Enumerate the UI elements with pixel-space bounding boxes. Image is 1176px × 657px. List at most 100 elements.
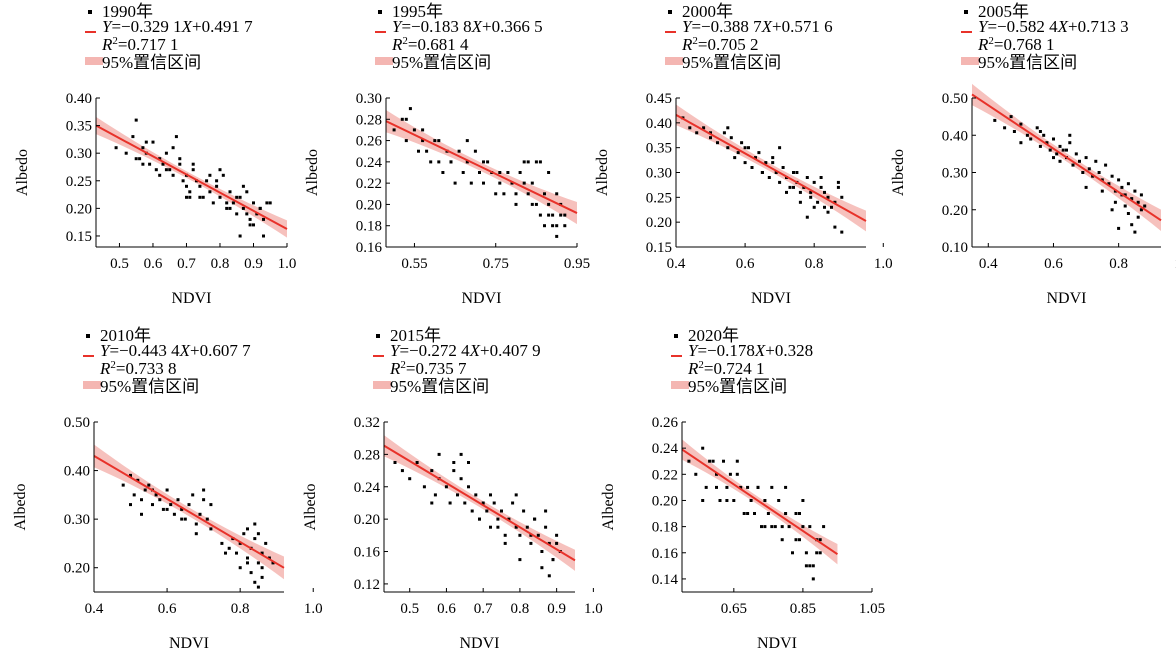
data-point [249,571,253,575]
data-point [1058,144,1062,148]
data-point [526,192,530,196]
data-point [241,206,245,210]
data-point [770,525,774,529]
data-point [1074,152,1078,156]
data-point [694,472,698,476]
data-point [836,180,840,184]
data-point [771,156,775,160]
data-point [1136,200,1140,204]
x-axis-label: NDVI [751,290,791,307]
data-point [534,160,538,164]
data-point [749,499,753,502]
data-point [268,201,272,205]
data-point [735,459,739,463]
y-axis-label: Albedo [12,483,29,530]
data-point [260,575,264,579]
data-point [1094,159,1098,163]
data-point [742,512,746,515]
legend-marker-band [373,381,391,389]
y-tick-label: 0.20 [356,197,382,213]
data-point [198,195,202,199]
data-point [533,517,537,521]
y-tick-label: 0.32 [354,415,380,431]
x-axis-label: NDVI [462,290,502,307]
data-point [811,564,815,568]
y-tick-label: 0.20 [354,512,380,528]
chart-panel-1995: 0.16 0.18 0.20 0.22 0.24 0.26 0.28 0.30 0.55 0.75… [304,2,590,307]
data-point [529,533,533,537]
data-point [822,525,826,529]
data-point [134,118,138,122]
y-tick-label: 0.35 [66,119,92,135]
data-point [750,166,754,169]
legend-equation: Y=−0.183 8X+0.366 5 [392,17,543,36]
data-point [202,498,206,502]
data-point [784,485,788,489]
data-point [718,499,722,502]
data-point [547,213,551,217]
y-tick-label: 0.28 [356,112,382,128]
data-point [180,517,184,521]
legend-year: 2005年 [978,2,1029,21]
x-tick-label: 0.6 [158,601,177,617]
data-point [1104,163,1108,167]
x-tick-label: 0.85 [790,601,816,617]
data-point [453,181,457,185]
data-point [441,171,445,174]
data-point [235,212,239,216]
data-point [470,509,474,513]
data-point [485,509,489,513]
data-point [826,195,830,199]
data-point [393,461,397,464]
data-point [729,136,733,140]
data-point [134,157,138,161]
data-point [496,517,500,521]
data-point [114,146,118,150]
data-point [457,149,461,153]
data-point [422,485,426,489]
data-point [238,195,242,199]
data-point [794,512,798,515]
legend-equation: Y=−0.329 1X+0.491 7 [102,17,253,36]
data-point [208,173,212,177]
data-point [238,234,242,238]
data-point [1045,141,1049,145]
data-point [787,525,791,529]
data-point [538,213,542,217]
data-point [169,503,173,507]
data-point [743,146,747,150]
data-point [235,551,238,555]
legend-ci-label: 95%置信区间 [392,53,491,72]
x-tick-label: 0.5 [110,256,129,272]
legend-year: 2015年 [390,326,441,345]
data-point [798,512,801,515]
data-point [805,176,809,179]
data-point [147,483,151,487]
data-point [452,461,456,464]
data-point [522,509,526,513]
data-point [141,146,145,150]
y-tick-label: 0.28 [354,447,380,463]
data-point [763,525,767,529]
data-point [256,561,260,565]
data-point [168,168,172,172]
data-point [1126,182,1130,186]
data-point [467,485,470,489]
data-point [792,185,795,189]
legend-r2: R2=0.717 1 [101,35,178,54]
data-point [392,128,396,132]
data-point [489,525,492,529]
y-tick-label: 0.14 [652,572,679,588]
data-point [766,512,770,515]
data-point [478,171,481,174]
data-point [260,551,264,555]
data-point [260,566,264,570]
data-point [540,566,544,570]
data-point [511,501,515,505]
data-point [429,160,433,164]
data-point [211,201,215,205]
y-tick-label: 0.20 [64,561,90,577]
y-tick-label: 0.35 [646,141,672,157]
data-point [547,541,551,545]
